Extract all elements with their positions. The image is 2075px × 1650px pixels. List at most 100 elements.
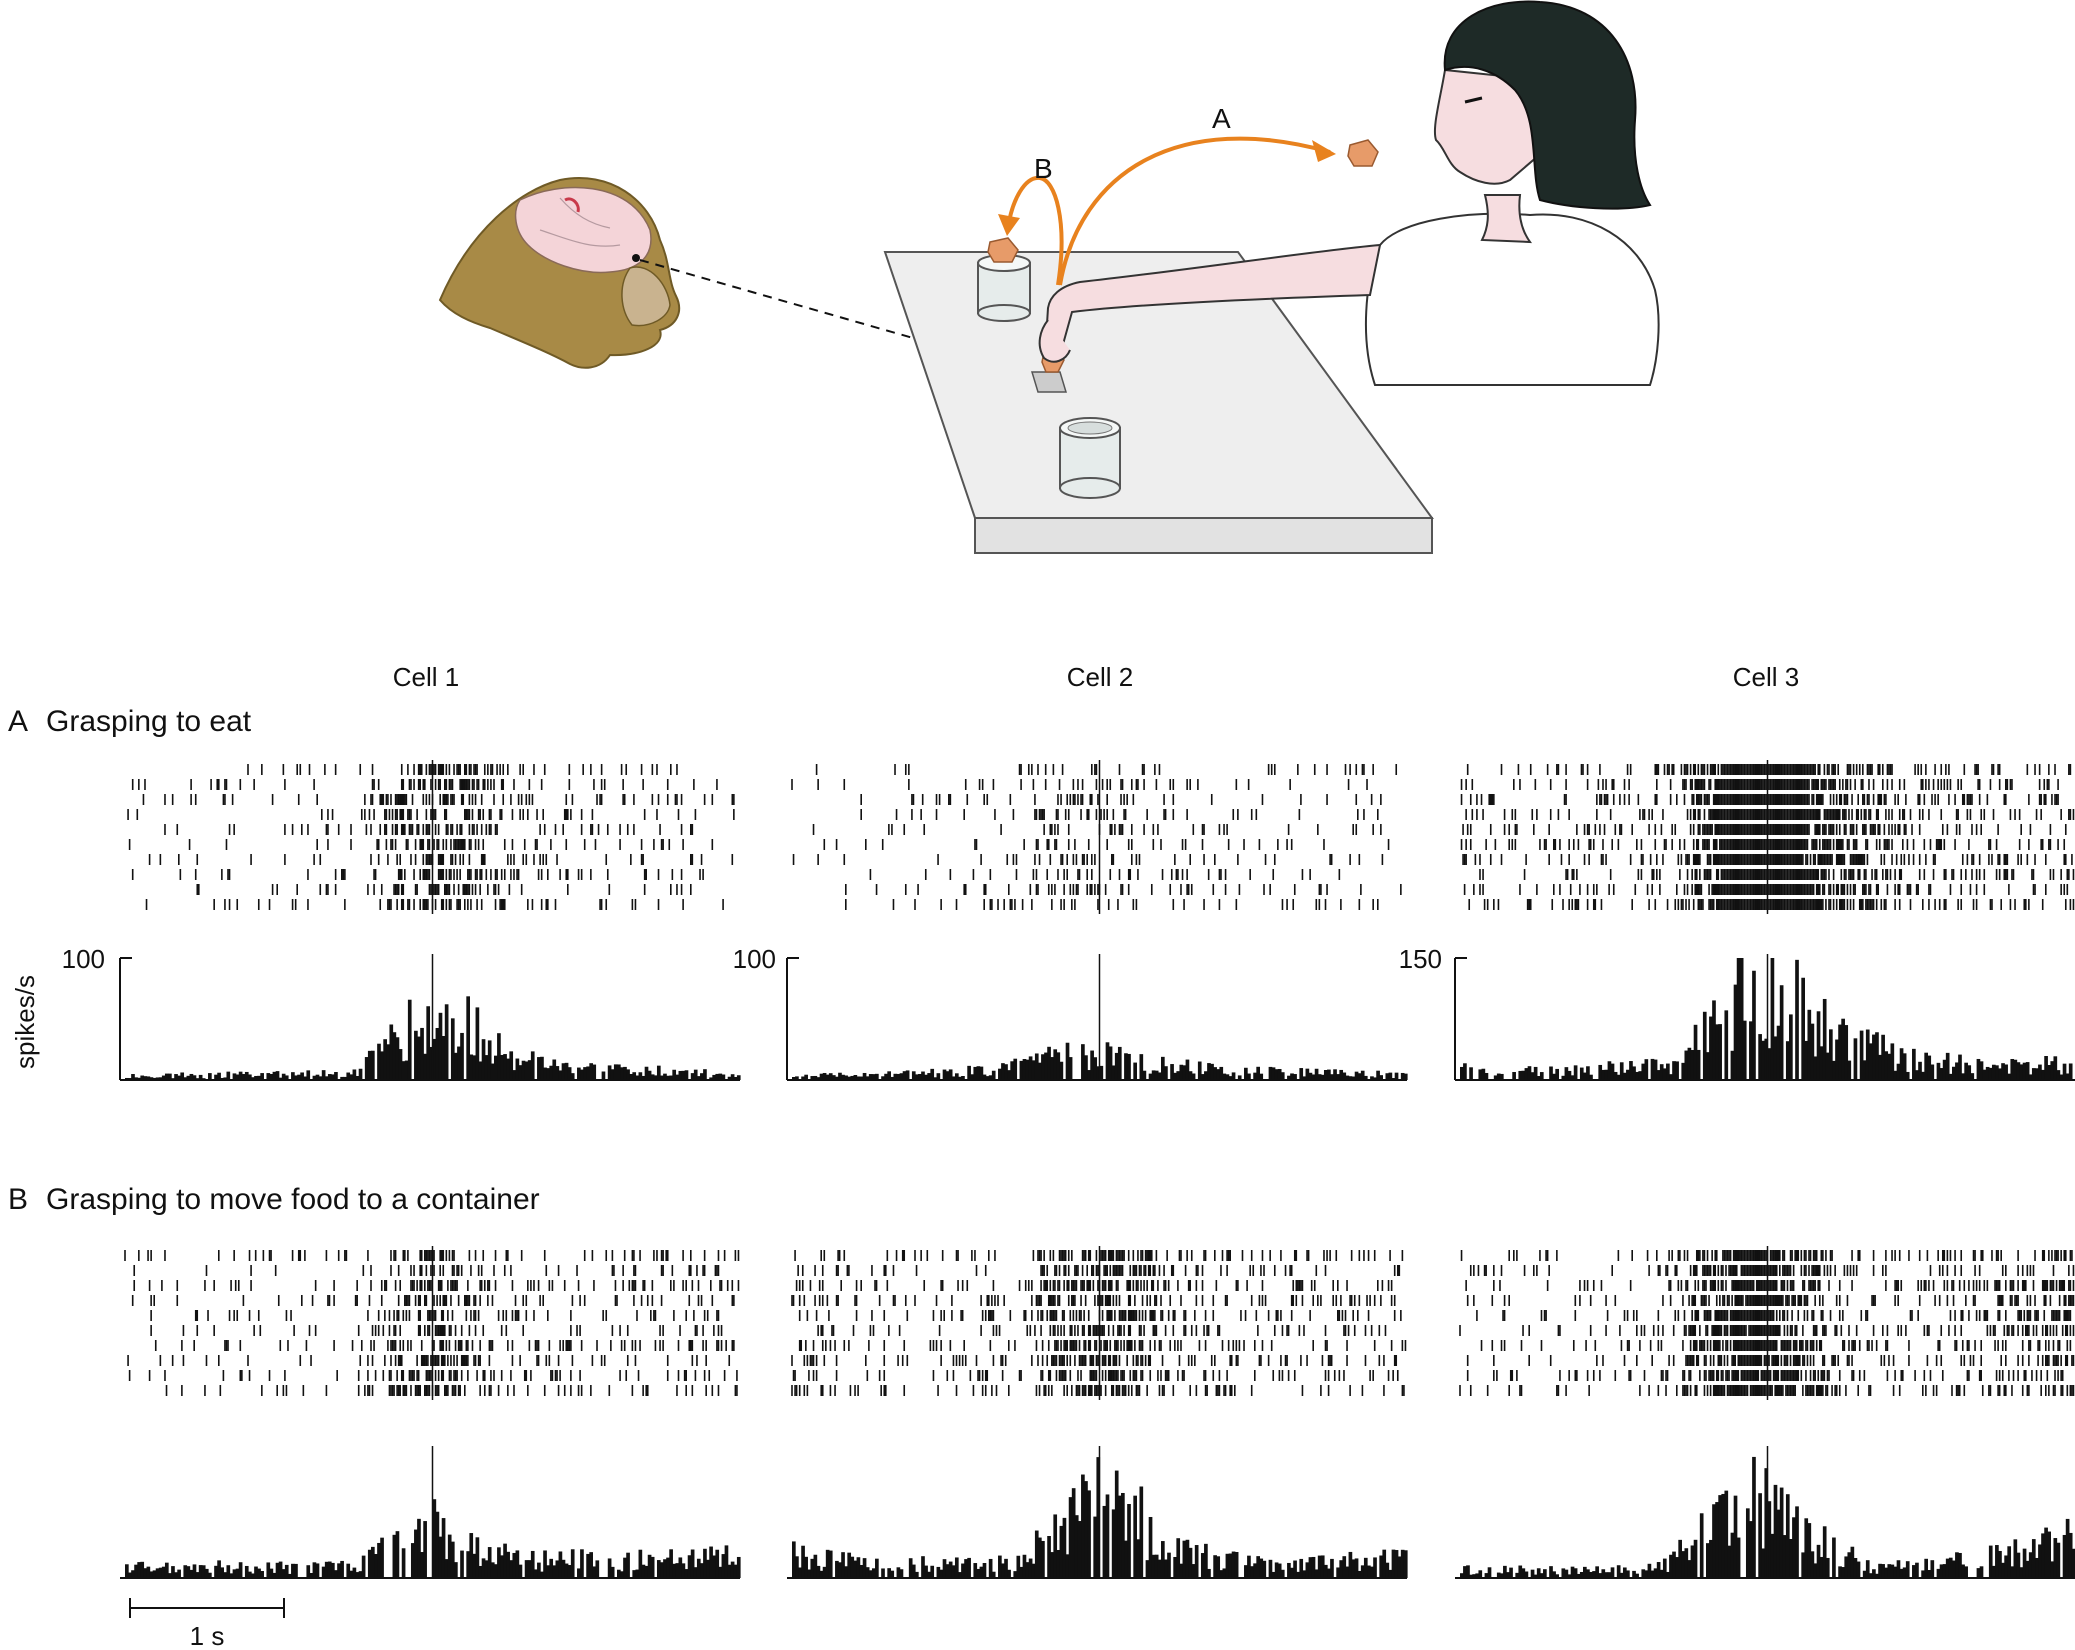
arrow-b-head	[998, 214, 1020, 236]
psth-bar	[2007, 1073, 2012, 1080]
psth-bar	[1136, 1539, 1141, 1578]
psth-bar	[1573, 1065, 1578, 1080]
psth-bar	[275, 1562, 280, 1578]
psth-bar	[1019, 1060, 1024, 1080]
psth-bar	[813, 1075, 818, 1080]
psth-bar	[1995, 1065, 1999, 1080]
psth-bar	[862, 1072, 867, 1080]
psth-bar	[223, 1572, 228, 1578]
psth-bar	[137, 1077, 141, 1080]
psth-bar	[1767, 1048, 1772, 1080]
psth-bar	[672, 1563, 677, 1578]
psth-bar	[1323, 1564, 1328, 1578]
psth-bar	[967, 1557, 971, 1578]
psth-bar	[1348, 1551, 1353, 1578]
monkey-illustration	[438, 177, 681, 369]
psth-bar	[1133, 1062, 1137, 1080]
psth-bar	[801, 1545, 805, 1578]
psth-bar	[1084, 1481, 1088, 1578]
psth-bar	[1394, 1072, 1399, 1080]
psth-bar	[158, 1077, 163, 1080]
psth-bar	[1216, 1069, 1221, 1080]
psth-bar	[1314, 1569, 1319, 1578]
psth-bar	[825, 1549, 830, 1578]
psth-bar	[417, 1518, 421, 1578]
psth-bar	[663, 1073, 667, 1080]
psth-bar	[660, 1075, 664, 1080]
psth-bar	[1829, 1029, 1833, 1080]
psth-bar	[1219, 1570, 1224, 1578]
psth-bar	[709, 1077, 713, 1080]
psth-bar	[1151, 1554, 1156, 1578]
psth-bar	[1555, 1068, 1559, 1080]
psth-bar	[1952, 1066, 1956, 1080]
psth-bar	[1114, 1470, 1119, 1578]
psth-bar	[684, 1070, 689, 1080]
psth-bar	[810, 1076, 815, 1080]
psth-bar	[1213, 1555, 1217, 1578]
psth-bar	[1379, 1555, 1383, 1578]
psth-bar	[1056, 1549, 1061, 1578]
psth-bar	[1715, 1024, 1719, 1080]
psth-bar	[515, 1550, 520, 1578]
psth-bar	[318, 1076, 323, 1080]
psth-bar	[540, 1056, 544, 1080]
psth-bar	[1007, 1569, 1011, 1578]
psth-bar	[244, 1565, 249, 1578]
psth-bar	[349, 1570, 354, 1578]
psth-bar	[1204, 1543, 1208, 1578]
psth-bar	[570, 1549, 575, 1578]
psth-bar	[367, 1050, 372, 1080]
psth-bar	[1342, 1072, 1347, 1080]
psth-bar	[792, 1076, 796, 1080]
psth-bar	[1391, 1549, 1396, 1578]
psth-bar	[1148, 1516, 1153, 1578]
psth-bar	[1225, 1553, 1230, 1578]
psth-bar	[650, 1074, 655, 1080]
psth-bar	[1317, 1555, 1322, 1578]
psth-bar	[1942, 1059, 1947, 1080]
psth-bar	[1188, 1547, 1193, 1578]
psth-bar	[1244, 1565, 1248, 1578]
psth-bar	[1010, 1061, 1014, 1080]
food-piece	[1347, 139, 1379, 167]
psth-bar	[1967, 1065, 1972, 1080]
psth-bar	[1862, 1060, 1867, 1080]
psth-bar	[389, 1024, 394, 1080]
psth-bar	[690, 1549, 695, 1578]
psth-bar	[177, 1075, 181, 1080]
psth-bar	[248, 1074, 252, 1080]
psth-bar	[644, 1066, 649, 1080]
psth-bar	[134, 1564, 138, 1578]
psth-bar	[334, 1072, 338, 1080]
psth-bar	[450, 1541, 455, 1578]
psth-bar	[1801, 977, 1805, 1080]
psth-bar	[432, 1038, 437, 1080]
psth-bar	[567, 1565, 572, 1578]
psth-bar	[1320, 1555, 1325, 1578]
psth-bar	[527, 1060, 532, 1080]
psth-bar	[1388, 1569, 1393, 1578]
psth-bar	[1785, 1041, 1790, 1080]
psth-bar	[988, 1558, 993, 1578]
psth-bar	[1985, 1066, 1990, 1080]
psth-bar	[2013, 1059, 2018, 1080]
psth-bar	[1604, 1069, 1609, 1080]
psth-bar	[1481, 1068, 1486, 1080]
arrow-a-label: A	[1212, 103, 1231, 134]
psth-bar	[327, 1561, 332, 1578]
psth-bar	[2038, 1064, 2042, 1080]
psth-bar	[1068, 1497, 1073, 1578]
psth-bar	[334, 1570, 338, 1578]
psth-bar	[149, 1077, 154, 1080]
psth-bar	[143, 1568, 148, 1578]
psth-bar	[690, 1073, 695, 1080]
psth-bar	[853, 1074, 858, 1080]
psth-bar	[297, 1074, 301, 1080]
psth-bar	[404, 1060, 409, 1080]
psth-bar	[383, 1039, 387, 1080]
psth-bar	[1114, 1052, 1119, 1080]
psth-bar	[730, 1561, 735, 1578]
psth-bar	[1770, 958, 1775, 1080]
psth-bar	[269, 1073, 274, 1080]
